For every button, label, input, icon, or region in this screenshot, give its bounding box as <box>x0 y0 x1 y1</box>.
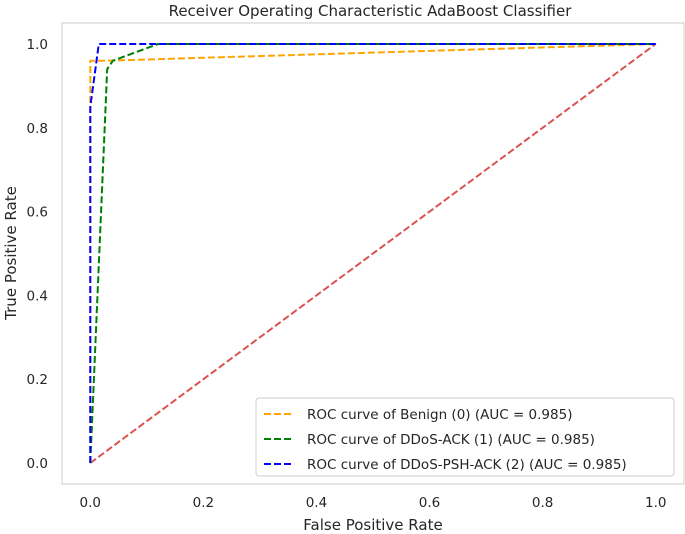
roc-curve-line <box>89 43 656 464</box>
legend-box <box>255 397 675 477</box>
axis-ticks: 0.0 0.2 0.4 0.6 0.8 1.0 0.0 0.2 0.4 0.6 0.8 1.0 <box>27 37 667 511</box>
x-tick-label: 0.0 <box>80 495 101 511</box>
x-tick-label: 0.2 <box>193 495 214 511</box>
legend-entry-label: ROC curve of DDoS-ACK (1) (AUC = 0.985) <box>307 432 595 448</box>
y-tick-label: 0.4 <box>27 288 48 304</box>
x-tick-label: 1.0 <box>645 495 666 511</box>
chart-title: Receiver Operating Characteristic AdaBoo… <box>169 2 573 20</box>
chance-diagonal-line <box>89 43 657 464</box>
y-tick-label: 1.0 <box>27 37 48 53</box>
legend-entry-label: ROC curve of Benign (0) (AUC = 0.985) <box>307 407 572 423</box>
y-tick-label: 0.2 <box>27 372 48 388</box>
roc-curves <box>89 43 657 464</box>
plot-area-frame <box>61 22 685 485</box>
x-tick-label: 0.6 <box>419 495 440 511</box>
legend-entry-label: ROC curve of DDoS-PSH-ACK (2) (AUC = 0.9… <box>307 457 627 473</box>
y-tick-label: 0.6 <box>27 205 48 221</box>
y-axis-label: True Positive Rate <box>2 186 20 321</box>
x-tick-label: 0.4 <box>306 495 327 511</box>
x-axis-label: False Positive Rate <box>303 516 442 534</box>
chart-legend: ROC curve of Benign (0) (AUC = 0.985) ROC… <box>255 397 675 477</box>
y-tick-label: 0.0 <box>27 456 48 472</box>
y-tick-label: 0.8 <box>27 121 48 137</box>
x-tick-label: 0.8 <box>532 495 553 511</box>
